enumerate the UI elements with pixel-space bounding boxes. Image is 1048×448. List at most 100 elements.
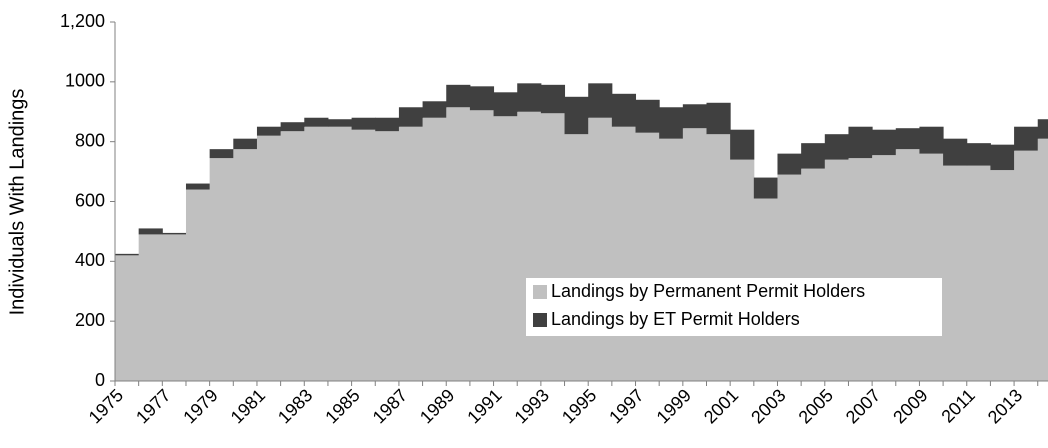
x-tick-label: 2007 (842, 385, 884, 427)
area-step (280, 131, 305, 381)
area-step (540, 84, 566, 114)
y-axis-title: Individuals With Landings (6, 89, 28, 316)
x-tick-label: 1995 (558, 385, 600, 427)
area-step (872, 129, 897, 156)
x-tick-label: 1989 (416, 385, 458, 427)
x-tick-label: 1981 (227, 385, 269, 427)
area-step (209, 149, 234, 159)
area-step (706, 102, 731, 135)
area-step (469, 86, 495, 111)
area-step (1014, 126, 1039, 151)
area-step (422, 101, 447, 118)
area-step (233, 149, 258, 381)
x-tick-label: 1983 (274, 385, 316, 427)
area-step (422, 117, 447, 381)
area-step (398, 126, 424, 381)
area-step (588, 83, 613, 118)
area-step (682, 104, 707, 129)
x-tick-label: 2005 (795, 385, 837, 427)
area-step (966, 165, 991, 381)
area-step (162, 234, 187, 381)
x-tick-label: 1985 (321, 385, 363, 427)
area-step (824, 159, 849, 381)
area-step (493, 92, 518, 117)
area-step (895, 149, 920, 381)
legend-label: Landings by Permanent Permit Holders (551, 281, 865, 301)
area-step (1037, 119, 1048, 139)
area-step (1014, 150, 1039, 381)
legend-swatch (533, 313, 547, 327)
area-step (706, 134, 731, 381)
area-step (730, 159, 755, 381)
area-step (801, 143, 826, 169)
area-step (730, 129, 755, 160)
area-step (256, 126, 282, 136)
area-step (540, 113, 566, 381)
area-step (611, 126, 637, 381)
y-tick-label: 200 (75, 310, 105, 330)
area-step (115, 255, 140, 381)
area-step (138, 234, 163, 381)
area-step (919, 126, 944, 154)
x-tick-label: 2013 (984, 385, 1026, 427)
x-tick-label: 1979 (179, 385, 221, 427)
area-step (375, 117, 400, 132)
area-step (115, 253, 140, 256)
x-tick-label: 2003 (747, 385, 789, 427)
y-tick-label: 600 (75, 190, 105, 210)
area-step (304, 126, 329, 381)
x-tick-label: 1991 (463, 385, 505, 427)
x-tick-label: 1975 (85, 385, 127, 427)
area-step (233, 138, 258, 150)
legend: Landings by Permanent Permit Holders Land… (526, 278, 942, 336)
area-step (446, 107, 471, 381)
area-step (398, 107, 424, 127)
area-step (446, 84, 471, 108)
area-step (493, 116, 518, 382)
area-step (327, 126, 353, 381)
area-step (848, 126, 873, 159)
area-step (753, 177, 778, 199)
area-step (990, 144, 1015, 171)
area-step (517, 83, 542, 112)
area-step (682, 128, 707, 381)
area-step (966, 143, 991, 166)
area-step (327, 119, 353, 127)
x-tick-label: 1987 (369, 385, 411, 427)
area-step (659, 107, 684, 139)
area-step (635, 132, 660, 381)
area-step (919, 153, 944, 381)
x-tick-label: 1993 (511, 385, 553, 427)
legend-box (526, 278, 942, 336)
y-tick-label: 1,200 (60, 11, 105, 31)
x-tick-label: 1999 (653, 385, 695, 427)
area-step (185, 183, 211, 190)
area-step (138, 228, 163, 235)
x-tick-label: 1997 (605, 385, 647, 427)
area-step (824, 134, 849, 160)
area-step (564, 96, 589, 135)
legend-label: Landings by ET Permit Holders (551, 309, 800, 329)
area-step (209, 158, 234, 381)
area-step (611, 93, 637, 127)
area-step (185, 189, 211, 381)
x-tick-label: 2009 (889, 385, 931, 427)
area-step (777, 153, 802, 175)
y-tick-label: 0 (95, 370, 105, 390)
y-tick-label: 800 (75, 130, 105, 150)
area-step (351, 129, 376, 381)
area-step (280, 122, 305, 132)
area-step (517, 111, 542, 381)
area-step (777, 174, 802, 381)
area-step (990, 170, 1015, 381)
area-step (895, 128, 920, 150)
legend-swatch (533, 285, 547, 299)
area-step (375, 131, 400, 381)
area-step (943, 165, 968, 381)
area-step (872, 155, 897, 381)
y-tick-label: 400 (75, 250, 105, 270)
area-step (943, 138, 968, 166)
area-step (564, 134, 589, 381)
area-step (659, 138, 684, 381)
